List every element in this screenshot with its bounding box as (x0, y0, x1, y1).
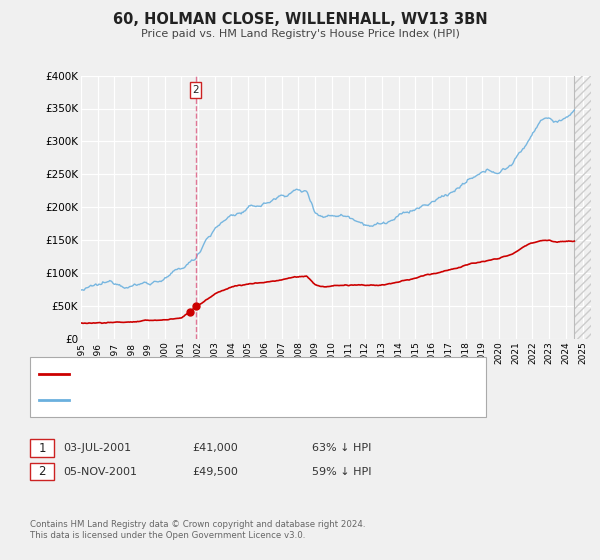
Text: Contains HM Land Registry data © Crown copyright and database right 2024.
This d: Contains HM Land Registry data © Crown c… (30, 520, 365, 540)
Text: Price paid vs. HM Land Registry's House Price Index (HPI): Price paid vs. HM Land Registry's House … (140, 29, 460, 39)
Text: 60, HOLMAN CLOSE, WILLENHALL, WV13 3BN: 60, HOLMAN CLOSE, WILLENHALL, WV13 3BN (113, 12, 487, 27)
Text: 1: 1 (38, 441, 46, 455)
Text: 2: 2 (192, 85, 199, 95)
Text: 59% ↓ HPI: 59% ↓ HPI (312, 466, 371, 477)
Text: 03-JUL-2001: 03-JUL-2001 (63, 443, 131, 453)
Text: £49,500: £49,500 (192, 466, 238, 477)
Text: 60, HOLMAN CLOSE, WILLENHALL, WV13 3BN (detached house): 60, HOLMAN CLOSE, WILLENHALL, WV13 3BN (… (74, 368, 391, 379)
Text: £41,000: £41,000 (192, 443, 238, 453)
Text: HPI: Average price, detached house, Walsall: HPI: Average price, detached house, Wals… (74, 395, 293, 405)
Text: 05-NOV-2001: 05-NOV-2001 (63, 466, 137, 477)
Text: 2: 2 (38, 465, 46, 478)
Text: 63% ↓ HPI: 63% ↓ HPI (312, 443, 371, 453)
